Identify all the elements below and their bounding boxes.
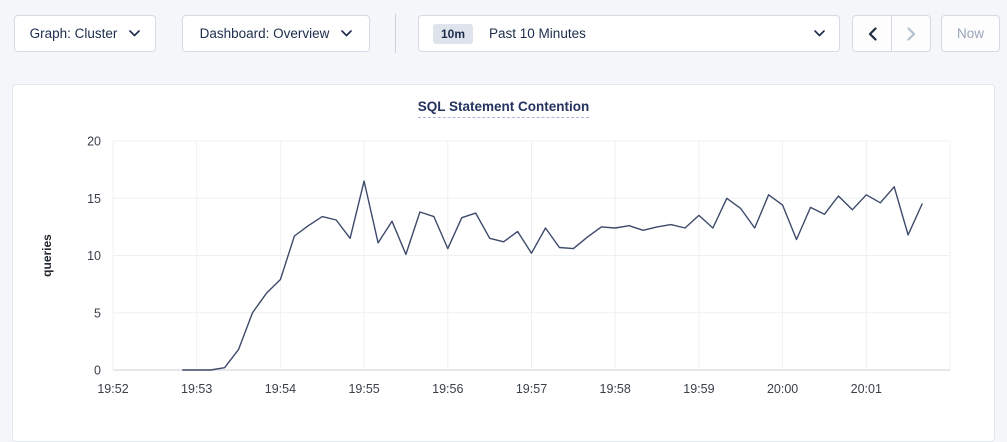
chevron-right-icon: [906, 26, 915, 41]
x-tick-label: 20:01: [851, 382, 882, 396]
x-tick-label: 19:57: [516, 382, 547, 396]
chart-title-row: SQL Statement Contention: [13, 85, 994, 118]
sql-statement-contention-chart[interactable]: 19:52 19:53 19:54 19:55 19:56 19:57 19:58 19:59…: [13, 85, 994, 441]
chart-title: SQL Statement Contention: [417, 99, 590, 118]
chevron-down-icon: [129, 30, 141, 37]
now-button[interactable]: Now: [941, 15, 1000, 52]
y-tick-label: 20: [87, 135, 101, 149]
chevron-down-icon: [814, 30, 825, 37]
x-tick-label: 20:00: [767, 382, 798, 396]
x-tick-label: 19:54: [265, 382, 296, 396]
time-prev-button[interactable]: [852, 15, 892, 52]
time-range-badge: 10m: [433, 23, 474, 44]
toolbar: Graph: Cluster Dashboard: Overview 10m P…: [0, 0, 1007, 68]
y-axis-label: queries: [40, 234, 54, 277]
graph-scope-dropdown[interactable]: Graph: Cluster: [14, 15, 156, 52]
dashboard-dropdown[interactable]: Dashboard: Overview: [182, 15, 370, 52]
time-next-button[interactable]: [891, 15, 931, 52]
time-nav-group: [852, 15, 931, 52]
y-tick-label: 0: [94, 364, 101, 378]
x-tick-label: 19:52: [97, 382, 128, 396]
series-line-queries: [182, 180, 923, 371]
time-range-label: Past 10 Minutes: [489, 26, 586, 41]
x-tick-label: 19:53: [181, 382, 212, 396]
x-tick-label: 19:59: [683, 382, 714, 396]
x-tick-label: 19:56: [432, 382, 463, 396]
chart-card: 19:52 19:53 19:54 19:55 19:56 19:57 19:58 19:59…: [12, 84, 995, 442]
y-tick-label: 10: [87, 249, 101, 263]
chevron-left-icon: [868, 26, 877, 41]
time-range-picker[interactable]: 10m Past 10 Minutes: [418, 15, 840, 52]
x-tick-label: 19:55: [348, 382, 379, 396]
chevron-down-icon: [341, 30, 353, 37]
y-tick-label: 5: [94, 306, 101, 320]
y-tick-label: 15: [87, 192, 101, 206]
graph-scope-label: Graph: Cluster: [29, 26, 118, 41]
toolbar-divider: [395, 14, 396, 53]
x-tick-label: 19:58: [600, 382, 631, 396]
dashboard-label: Dashboard: Overview: [199, 26, 330, 41]
